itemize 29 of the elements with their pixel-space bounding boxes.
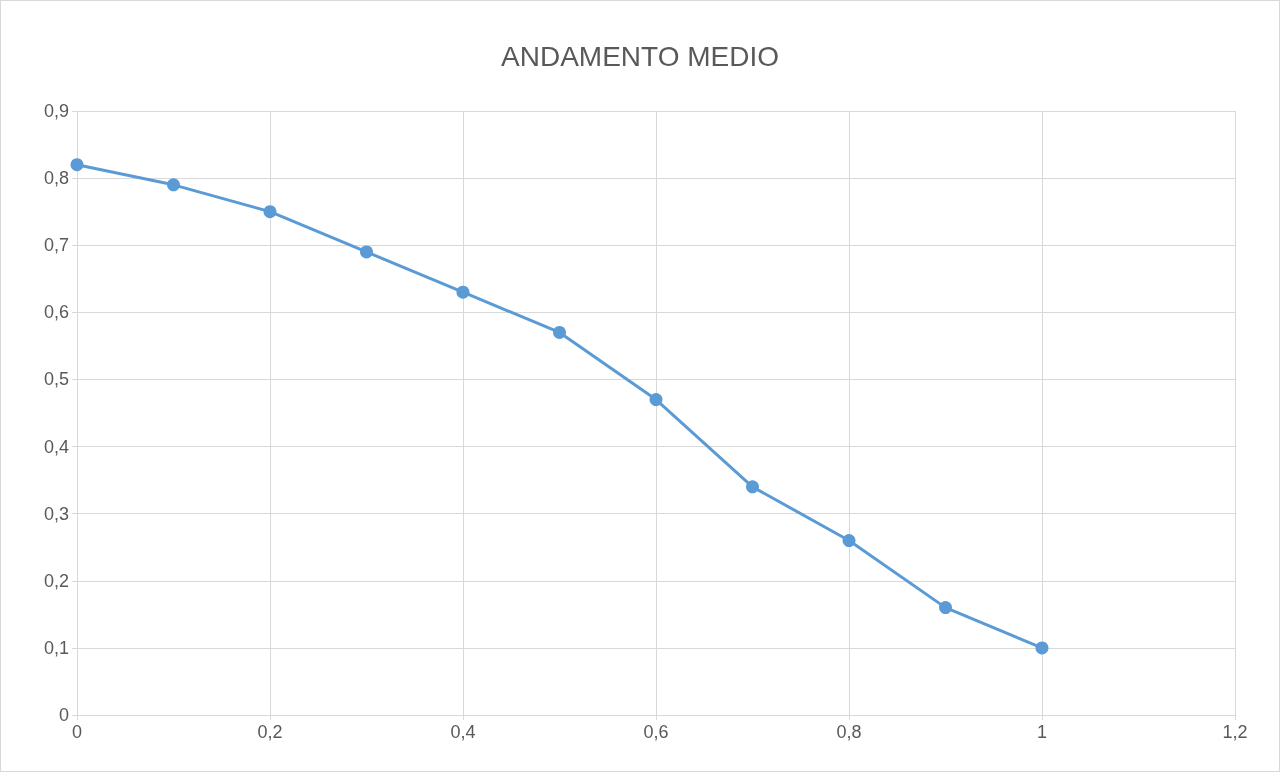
point	[360, 245, 373, 259]
x-tick-label: 0,6	[643, 722, 669, 742]
point	[1035, 641, 1049, 655]
point	[553, 325, 566, 339]
x-tick-label: 0,4	[450, 722, 476, 742]
y-tick-label: 0,2	[43, 570, 69, 591]
x-tick-label: 0	[71, 722, 83, 742]
y-tick-label: 0,4	[43, 436, 69, 457]
x-tick-label: 0,2	[257, 722, 283, 742]
y-tick-label: 0,1	[43, 637, 69, 658]
point	[939, 601, 952, 615]
point	[649, 393, 663, 407]
point	[456, 285, 470, 299]
y-tick-label: 0,8	[43, 168, 69, 189]
point	[263, 205, 277, 219]
point	[746, 480, 759, 494]
y-tick-label: 0,5	[43, 369, 69, 390]
x-tick-label: 1,2	[1222, 722, 1248, 742]
y-tick-label: 0	[58, 705, 69, 725]
x-tick-label: 1	[1036, 722, 1048, 742]
y-tick-label: 0,3	[43, 503, 69, 524]
point	[842, 534, 856, 548]
y-tick-label: 0,6	[43, 302, 69, 323]
x-tick-label: 0,8	[836, 722, 862, 742]
chart-title: ANDAMENTO MEDIO	[501, 40, 779, 72]
y-tick-label: 0,9	[43, 101, 69, 121]
point	[167, 178, 180, 192]
y-tick-label: 0,7	[43, 235, 69, 256]
point	[70, 158, 84, 172]
